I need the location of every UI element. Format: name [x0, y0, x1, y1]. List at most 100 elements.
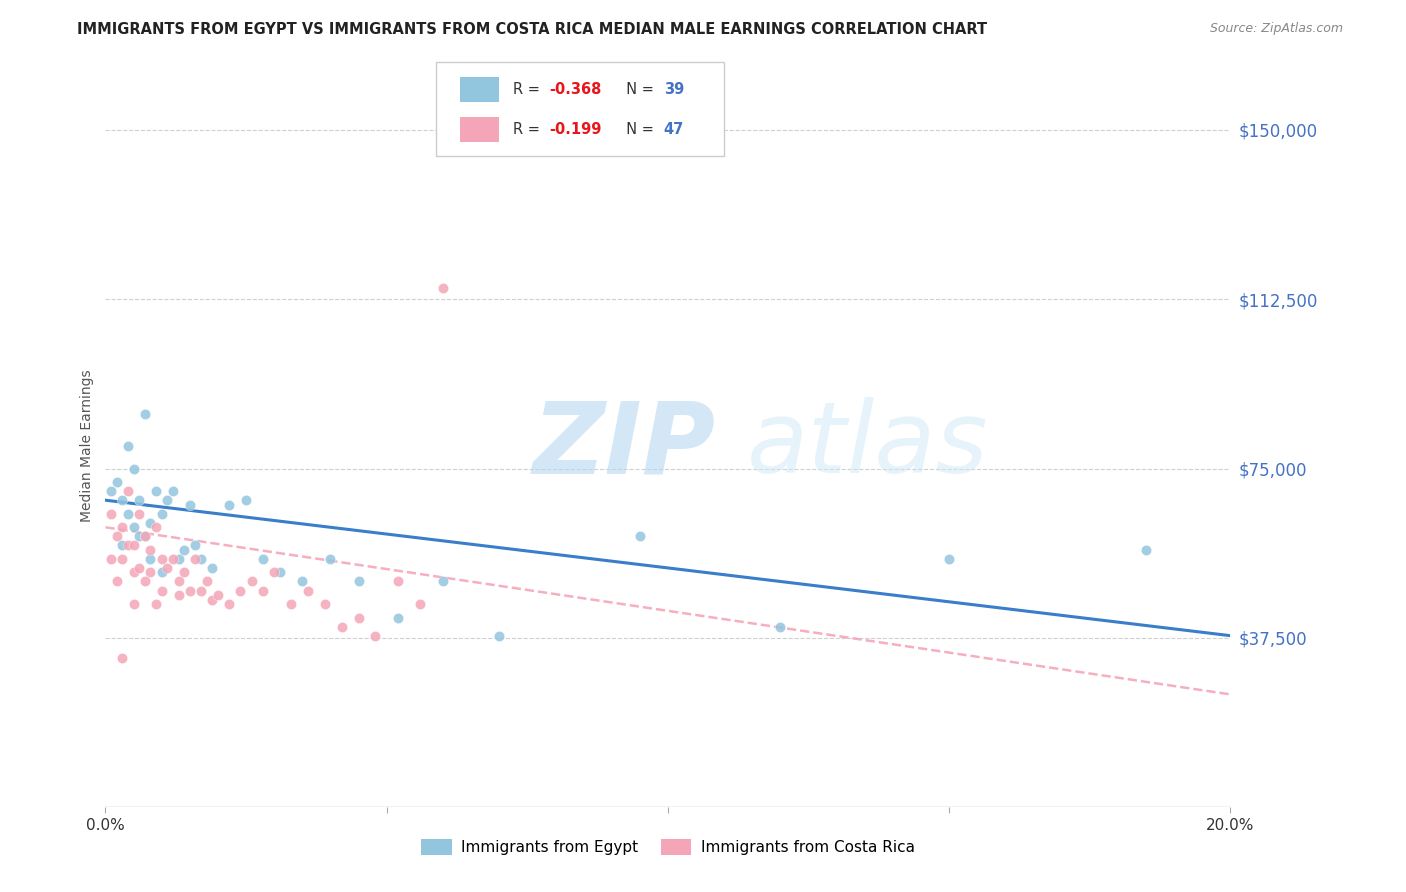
Point: [100, 552, 122, 566]
Point: [229, 583, 252, 598]
Point: [162, 484, 184, 499]
Point: [263, 566, 285, 580]
Point: [387, 610, 409, 624]
Point: [156, 561, 179, 575]
Point: [167, 552, 190, 566]
Text: Source: ZipAtlas.com: Source: ZipAtlas.com: [1209, 22, 1343, 36]
Point: [938, 552, 960, 566]
Point: [173, 542, 195, 557]
Text: 39: 39: [664, 82, 683, 96]
Point: [105, 475, 128, 490]
Point: [117, 484, 139, 499]
Point: [235, 493, 257, 508]
Point: [280, 597, 302, 611]
Point: [240, 574, 263, 589]
Point: [122, 520, 145, 534]
Point: [201, 561, 224, 575]
Text: ZIP: ZIP: [533, 398, 716, 494]
Point: [252, 552, 274, 566]
Point: [111, 538, 134, 552]
Text: R =: R =: [513, 122, 544, 136]
Point: [117, 507, 139, 521]
Point: [111, 493, 134, 508]
Point: [105, 574, 128, 589]
Point: [134, 529, 156, 543]
Point: [184, 552, 207, 566]
Point: [122, 597, 145, 611]
Point: [488, 629, 510, 643]
Point: [117, 538, 139, 552]
Point: [117, 439, 139, 453]
Point: [128, 507, 150, 521]
Point: [122, 566, 145, 580]
Point: [162, 552, 184, 566]
Point: [139, 542, 162, 557]
Text: 47: 47: [664, 122, 683, 136]
Point: [150, 552, 173, 566]
Point: [190, 583, 212, 598]
Point: [128, 529, 150, 543]
Point: [218, 498, 240, 512]
Point: [134, 529, 156, 543]
Point: [173, 566, 195, 580]
Point: [145, 520, 167, 534]
Point: [122, 461, 145, 475]
Point: [330, 619, 353, 633]
Legend: Immigrants from Egypt, Immigrants from Costa Rica: Immigrants from Egypt, Immigrants from C…: [415, 833, 921, 861]
Point: [139, 552, 162, 566]
Point: [347, 610, 370, 624]
Text: N =: N =: [617, 82, 659, 96]
Point: [314, 597, 336, 611]
Point: [201, 592, 224, 607]
Point: [167, 588, 190, 602]
Point: [628, 529, 651, 543]
Point: [145, 484, 167, 499]
Point: [179, 583, 201, 598]
Text: N =: N =: [617, 122, 659, 136]
Point: [100, 484, 122, 499]
Point: [297, 583, 319, 598]
Point: [111, 552, 134, 566]
Text: IMMIGRANTS FROM EGYPT VS IMMIGRANTS FROM COSTA RICA MEDIAN MALE EARNINGS CORRELA: IMMIGRANTS FROM EGYPT VS IMMIGRANTS FROM…: [77, 22, 987, 37]
Point: [167, 574, 190, 589]
Point: [184, 538, 207, 552]
Point: [111, 520, 134, 534]
Y-axis label: Median Male Earnings: Median Male Earnings: [80, 369, 94, 523]
Text: R =: R =: [513, 82, 544, 96]
Point: [319, 552, 342, 566]
Text: -0.199: -0.199: [550, 122, 602, 136]
Point: [195, 574, 218, 589]
Point: [128, 493, 150, 508]
Point: [150, 566, 173, 580]
Point: [111, 651, 134, 665]
Text: -0.368: -0.368: [550, 82, 602, 96]
Point: [150, 507, 173, 521]
Point: [364, 629, 387, 643]
Point: [128, 561, 150, 575]
Point: [409, 597, 432, 611]
Point: [156, 493, 179, 508]
Point: [269, 566, 291, 580]
Point: [252, 583, 274, 598]
Point: [139, 566, 162, 580]
Text: atlas: atlas: [747, 398, 988, 494]
Point: [432, 574, 454, 589]
Point: [347, 574, 370, 589]
Point: [139, 516, 162, 530]
Point: [179, 498, 201, 512]
Point: [432, 281, 454, 295]
Point: [100, 507, 122, 521]
Point: [207, 588, 229, 602]
Point: [387, 574, 409, 589]
Point: [122, 538, 145, 552]
Point: [1135, 542, 1157, 557]
Point: [145, 597, 167, 611]
Point: [134, 408, 156, 422]
Point: [190, 552, 212, 566]
Point: [769, 619, 792, 633]
Point: [218, 597, 240, 611]
Point: [150, 583, 173, 598]
Point: [105, 529, 128, 543]
Point: [291, 574, 314, 589]
Point: [134, 574, 156, 589]
